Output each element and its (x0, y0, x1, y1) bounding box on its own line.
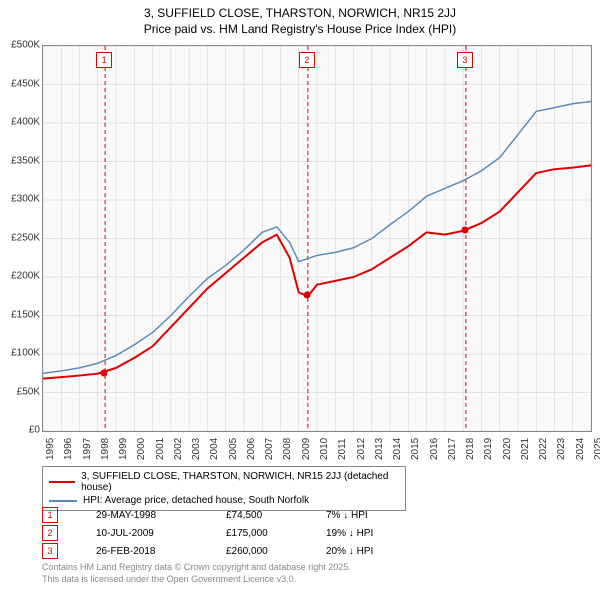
x-tick-label: 2025 (593, 438, 600, 460)
sale-price: £260,000 (226, 546, 326, 557)
sales-row: 2 10-JUL-2009 £175,000 19% ↓ HPI (42, 524, 416, 542)
x-tick-label: 2010 (319, 438, 330, 460)
sale-marker-icon: 1 (42, 507, 58, 523)
x-tick-label: 2013 (374, 438, 385, 460)
footer-line1: Contains HM Land Registry data © Crown c… (42, 562, 351, 574)
sale-marker-icon: 3 (457, 52, 473, 68)
sale-date: 29-MAY-1998 (96, 510, 226, 521)
y-tick-label: £50K (17, 386, 40, 397)
x-tick-label: 2012 (356, 438, 367, 460)
x-tick-label: 2008 (282, 438, 293, 460)
sale-date: 26-FEB-2018 (96, 546, 226, 557)
x-tick-label: 2018 (465, 438, 476, 460)
footer-line2: This data is licensed under the Open Gov… (42, 574, 351, 586)
legend-label: HPI: Average price, detached house, Sout… (83, 495, 309, 506)
x-tick-label: 2000 (136, 438, 147, 460)
plot-area (42, 45, 592, 432)
sale-diff: 7% ↓ HPI (326, 510, 416, 521)
x-tick-label: 2020 (502, 438, 513, 460)
sale-dot-icon (461, 226, 468, 233)
x-tick-label: 2023 (556, 438, 567, 460)
x-tick-label: 2019 (483, 438, 494, 460)
x-tick-label: 2015 (410, 438, 421, 460)
x-tick-label: 2005 (228, 438, 239, 460)
x-tick-label: 2011 (337, 438, 348, 460)
y-tick-label: £350K (11, 155, 40, 166)
legend-row: 3, SUFFIELD CLOSE, THARSTON, NORWICH, NR… (49, 470, 399, 494)
sale-dot-icon (101, 369, 108, 376)
sale-dot-icon (303, 292, 310, 299)
y-tick-label: £450K (11, 78, 40, 89)
y-tick-label: £300K (11, 194, 40, 205)
y-tick-label: £150K (11, 309, 40, 320)
y-tick-label: £100K (11, 348, 40, 359)
sales-row: 1 29-MAY-1998 £74,500 7% ↓ HPI (42, 506, 416, 524)
sale-diff: 20% ↓ HPI (326, 546, 416, 557)
x-tick-label: 2002 (173, 438, 184, 460)
x-tick-label: 2003 (191, 438, 202, 460)
sale-diff: 19% ↓ HPI (326, 528, 416, 539)
sale-date: 10-JUL-2009 (96, 528, 226, 539)
x-tick-label: 2006 (246, 438, 257, 460)
x-tick-label: 2014 (392, 438, 403, 460)
x-tick-label: 2017 (447, 438, 458, 460)
chart-title-line2: Price paid vs. HM Land Registry's House … (0, 20, 600, 36)
x-tick-label: 2022 (538, 438, 549, 460)
x-tick-label: 1997 (82, 438, 93, 460)
sales-row: 3 26-FEB-2018 £260,000 20% ↓ HPI (42, 542, 416, 560)
x-tick-label: 2004 (209, 438, 220, 460)
sale-price: £175,000 (226, 528, 326, 539)
x-tick-label: 1996 (63, 438, 74, 460)
footer-attribution: Contains HM Land Registry data © Crown c… (42, 562, 351, 585)
plot-svg (43, 46, 591, 431)
legend-box: 3, SUFFIELD CLOSE, THARSTON, NORWICH, NR… (42, 466, 406, 511)
chart-title-line1: 3, SUFFIELD CLOSE, THARSTON, NORWICH, NR… (0, 0, 600, 20)
y-tick-label: £200K (11, 271, 40, 282)
x-tick-label: 2021 (520, 438, 531, 460)
x-tick-label: 1998 (100, 438, 111, 460)
x-tick-label: 2007 (264, 438, 275, 460)
chart-container: 3, SUFFIELD CLOSE, THARSTON, NORWICH, NR… (0, 0, 600, 590)
sale-marker-icon: 2 (42, 525, 58, 541)
x-tick-label: 1999 (118, 438, 129, 460)
x-tick-label: 2009 (301, 438, 312, 460)
legend-swatch (49, 500, 77, 502)
sale-price: £74,500 (226, 510, 326, 521)
y-tick-label: £250K (11, 232, 40, 243)
x-tick-label: 2016 (429, 438, 440, 460)
y-tick-label: £400K (11, 117, 40, 128)
y-tick-label: £500K (11, 40, 40, 51)
x-tick-label: 2024 (575, 438, 586, 460)
x-tick-label: 2001 (155, 438, 166, 460)
sale-marker-icon: 3 (42, 543, 58, 559)
x-tick-label: 1995 (45, 438, 56, 460)
sales-table: 1 29-MAY-1998 £74,500 7% ↓ HPI 2 10-JUL-… (42, 506, 416, 560)
y-tick-label: £0 (29, 425, 40, 436)
sale-marker-icon: 1 (96, 52, 112, 68)
legend-swatch (49, 481, 75, 483)
sale-marker-icon: 2 (299, 52, 315, 68)
legend-label: 3, SUFFIELD CLOSE, THARSTON, NORWICH, NR… (81, 471, 399, 493)
